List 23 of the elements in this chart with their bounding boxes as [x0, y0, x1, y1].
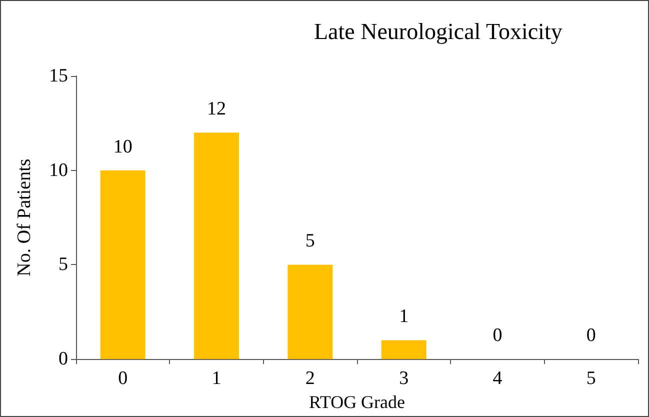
data-label: 0 [492, 325, 502, 346]
x-tick-label: 1 [212, 368, 222, 390]
y-tick-label: 15 [49, 66, 68, 86]
x-tick-label: 2 [305, 368, 315, 390]
bar [288, 264, 333, 360]
y-tick-label: 0 [58, 348, 68, 370]
data-label: 5 [305, 230, 315, 252]
data-label: 10 [113, 136, 132, 158]
x-tick-label: 4 [492, 368, 503, 390]
data-label: 1 [399, 306, 409, 328]
bar [381, 340, 426, 360]
data-label: 12 [207, 98, 226, 120]
y-axis-title: No. Of Patients [14, 158, 35, 276]
y-tick-label: 10 [49, 160, 68, 181]
bar [194, 132, 239, 360]
chart-title: Late Neurological Toxicity [314, 19, 563, 44]
x-tick-label: 5 [586, 368, 596, 390]
x-axis-title: RTOG Grade [308, 392, 406, 412]
x-tick-label: 3 [399, 368, 409, 390]
bar [100, 170, 146, 360]
data-label: 0 [586, 325, 596, 346]
y-tick-label: 5 [58, 254, 68, 276]
x-tick-label: 0 [118, 368, 128, 390]
